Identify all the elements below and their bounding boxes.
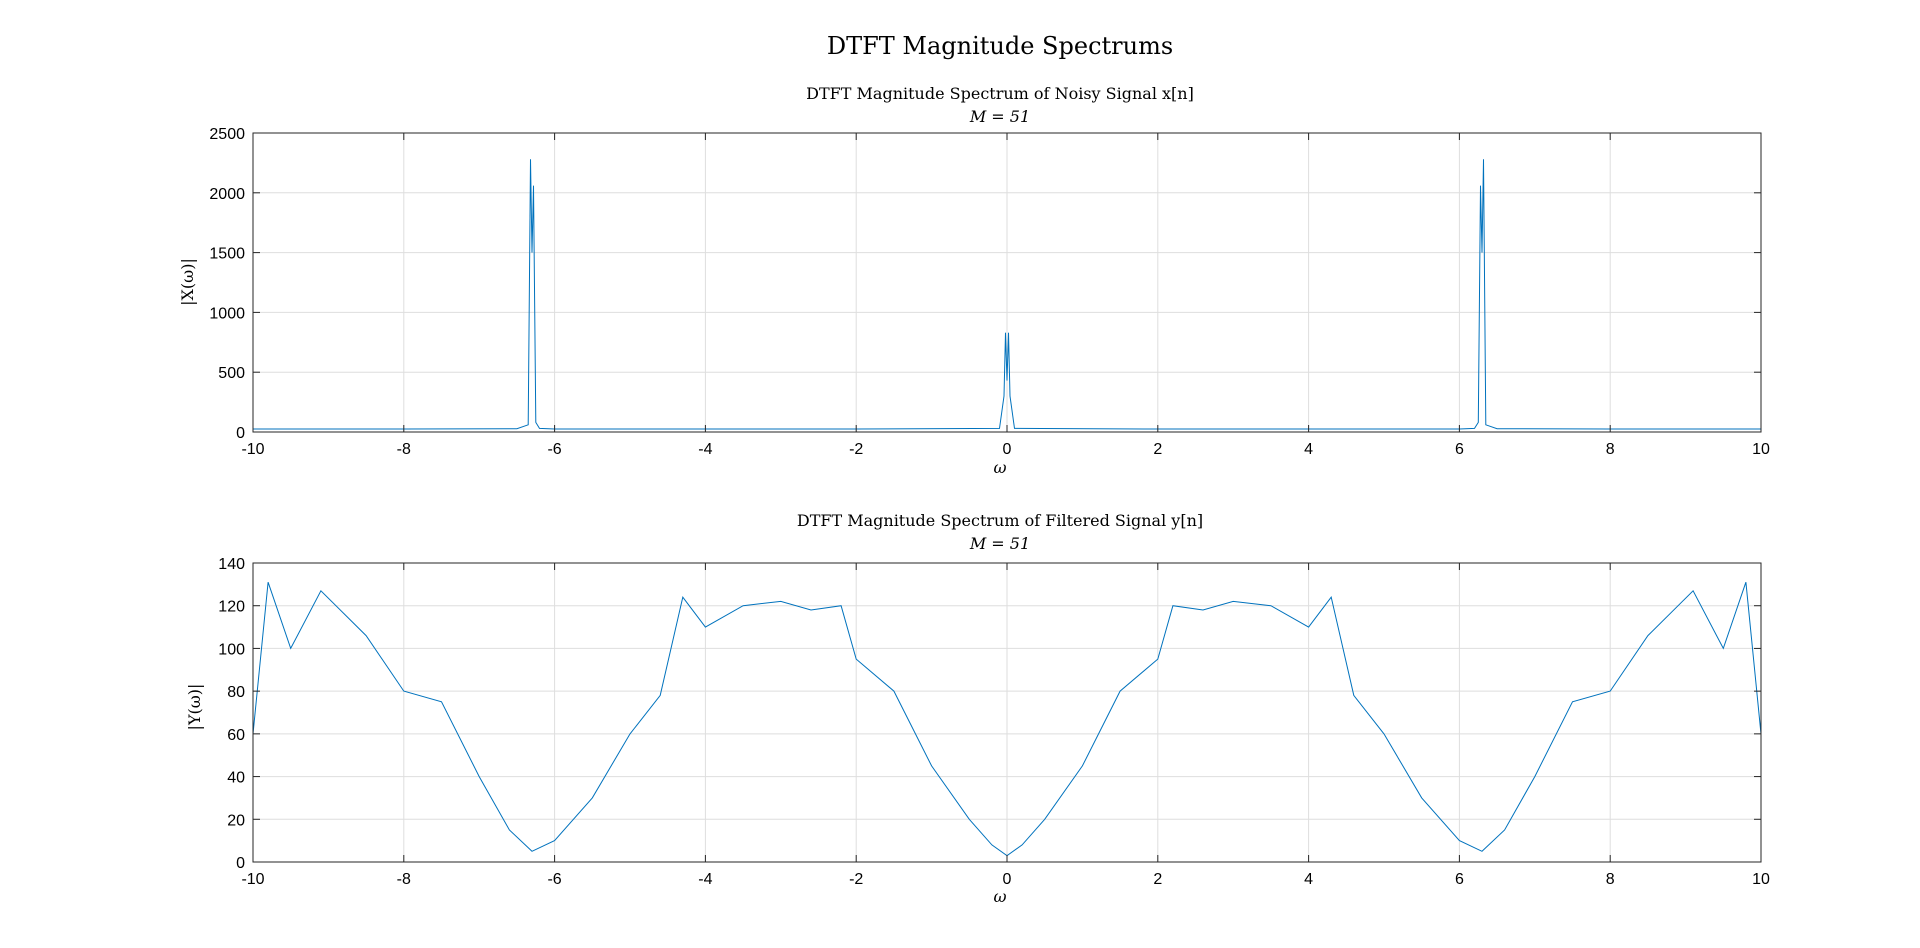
grid [253, 563, 1761, 862]
x-tick-label: -10 [241, 871, 264, 888]
plot-filtered-spectrum: DTFT Magnitude Spectrum of Filtered Sign… [185, 511, 1770, 906]
x-tick-label: 10 [1752, 871, 1770, 888]
x-tick-label: -6 [547, 441, 561, 458]
x-tick-label: -8 [397, 871, 411, 888]
y-tick-label: 0 [236, 425, 245, 442]
y-tick-label: 120 [218, 599, 245, 616]
y-tick-label: 100 [218, 641, 245, 658]
x-tick-label: -6 [547, 871, 561, 888]
ticks: -10 -8 -6 -4 -2 0 2 4 6 8 10 0 500 1000 1500 2000 2500 [209, 126, 1770, 458]
y-tick-label: 40 [227, 770, 245, 787]
x-tick-label: 2 [1153, 441, 1162, 458]
grid [253, 133, 1761, 432]
y-tick-label: 2500 [209, 126, 245, 143]
x-tick-label: 2 [1153, 871, 1162, 888]
x-tick-label: -2 [849, 441, 863, 458]
series-line [253, 159, 1761, 430]
plot-subtitle: M = 51 [969, 107, 1030, 126]
x-tick-label: 4 [1304, 441, 1313, 458]
x-tick-label: 6 [1455, 871, 1464, 888]
y-axis-label: |Y(ω)| [185, 684, 204, 731]
y-tick-label: 20 [227, 812, 245, 829]
plot-title: DTFT Magnitude Spectrum of Filtered Sign… [797, 511, 1203, 530]
x-tick-label: 8 [1606, 871, 1615, 888]
x-tick-label: 10 [1752, 441, 1770, 458]
y-tick-label: 140 [218, 556, 245, 573]
plot-subtitle: M = 51 [969, 534, 1030, 553]
y-axis-label: |X(ω)| [178, 258, 197, 306]
y-tick-label: 60 [227, 727, 245, 744]
y-tick-label: 500 [218, 365, 245, 382]
x-tick-label: 8 [1606, 441, 1615, 458]
x-axis-label: ω [993, 458, 1006, 477]
plot-title: DTFT Magnitude Spectrum of Noisy Signal … [806, 84, 1194, 103]
x-tick-label: -4 [698, 441, 712, 458]
x-tick-label: 6 [1455, 441, 1464, 458]
x-axis-label: ω [993, 887, 1006, 906]
x-tick-label: -10 [241, 441, 264, 458]
x-tick-label: -4 [698, 871, 712, 888]
x-tick-label: 4 [1304, 871, 1313, 888]
x-tick-label: -2 [849, 871, 863, 888]
y-tick-label: 1000 [209, 305, 245, 322]
y-tick-label: 2000 [209, 186, 245, 203]
x-tick-label: 0 [1003, 871, 1012, 888]
figure-title: DTFT Magnitude Spectrums [827, 32, 1173, 60]
x-tick-label: -8 [397, 441, 411, 458]
x-tick-label: 0 [1003, 441, 1012, 458]
plot-noisy-spectrum: DTFT Magnitude Spectrum of Noisy Signal … [178, 84, 1770, 477]
y-tick-label: 80 [227, 684, 245, 701]
y-tick-label: 1500 [209, 246, 245, 263]
y-tick-label: 0 [236, 855, 245, 872]
